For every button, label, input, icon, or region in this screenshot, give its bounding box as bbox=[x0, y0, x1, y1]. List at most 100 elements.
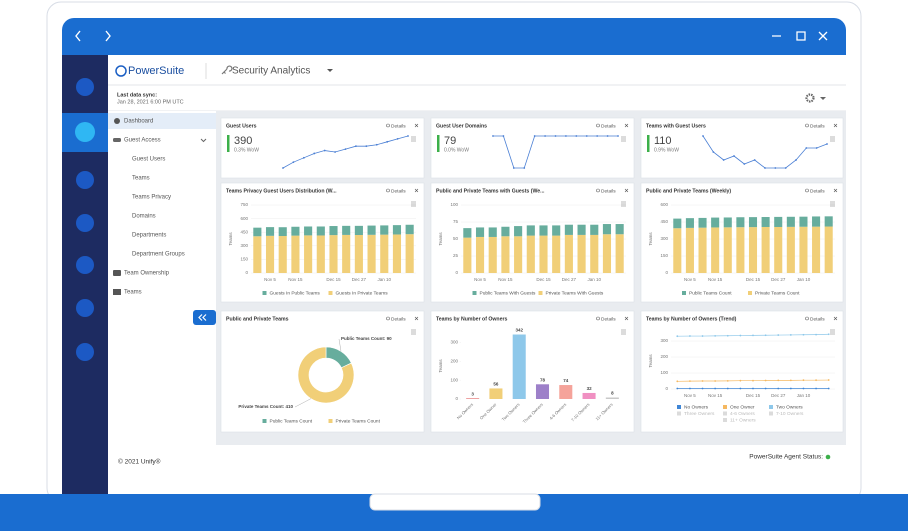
legend-label[interactable]: Public Teams Count bbox=[689, 290, 732, 296]
nav-item[interactable]: Guest Access bbox=[124, 138, 161, 144]
bar-segment bbox=[539, 235, 548, 273]
caret[interactable] bbox=[327, 69, 333, 72]
y-tick-label: 0 bbox=[455, 270, 458, 275]
chevron[interactable] bbox=[200, 138, 207, 143]
donut-slice bbox=[297, 346, 355, 404]
nav-subitem[interactable]: Teams Privacy bbox=[132, 195, 171, 201]
details-link[interactable]: Details bbox=[810, 188, 825, 194]
close-icon[interactable] bbox=[833, 123, 838, 128]
settings-icon[interactable] bbox=[805, 93, 815, 103]
details-link[interactable]: Details bbox=[601, 188, 616, 194]
data-label: 74 bbox=[563, 378, 569, 383]
legend-label[interactable]: Guests In Private Teams bbox=[336, 290, 389, 296]
sparkline-point bbox=[712, 151, 715, 153]
bar-segment bbox=[392, 234, 402, 273]
collapse-icon bbox=[198, 314, 207, 321]
menu-icon[interactable] bbox=[411, 136, 416, 142]
close-icon[interactable] bbox=[414, 188, 419, 193]
menu-icon[interactable] bbox=[411, 201, 416, 207]
nav-subitem[interactable]: Domains bbox=[132, 214, 156, 220]
y-tick-label: 300 bbox=[660, 338, 668, 343]
menu-icon[interactable] bbox=[621, 136, 626, 142]
legend-label[interactable]: No Owners bbox=[684, 404, 709, 410]
sidebar-icons[interactable] bbox=[76, 78, 94, 361]
details-link[interactable]: Details bbox=[810, 123, 825, 129]
details-link[interactable]: Details bbox=[391, 123, 406, 129]
line-point bbox=[676, 387, 679, 390]
legend-label[interactable]: Public Teams With Guests bbox=[480, 290, 536, 296]
details-link[interactable]: Details bbox=[601, 123, 616, 129]
close-icon[interactable] bbox=[833, 316, 838, 321]
nav-subitem[interactable]: Departments bbox=[132, 233, 166, 239]
collapse-button[interactable] bbox=[193, 310, 216, 325]
sparkline-point bbox=[805, 147, 808, 149]
legend-label[interactable]: 11+ Owners bbox=[730, 417, 756, 423]
menu-icon[interactable] bbox=[830, 201, 835, 207]
menu-icon[interactable] bbox=[621, 329, 626, 335]
nav-item[interactable]: Teams bbox=[124, 290, 142, 296]
bar-segment bbox=[711, 217, 720, 228]
close-icon[interactable] bbox=[833, 188, 838, 193]
nav-arrows[interactable] bbox=[75, 30, 111, 42]
legend-label[interactable]: Guests In Public Teams bbox=[270, 290, 321, 296]
y-tick-label: 450 bbox=[660, 219, 668, 224]
kpi-value: 390 bbox=[234, 135, 252, 147]
window-controls[interactable] bbox=[772, 31, 828, 41]
bar-segment bbox=[786, 216, 795, 227]
line-point bbox=[827, 333, 830, 336]
bar-segment bbox=[265, 227, 275, 236]
menu-icon[interactable] bbox=[830, 136, 835, 142]
line-point bbox=[802, 379, 805, 382]
legend-label[interactable]: 4-6 Owners bbox=[730, 411, 755, 417]
details-link[interactable]: Details bbox=[391, 188, 406, 194]
caret[interactable] bbox=[820, 97, 826, 100]
bar-segment bbox=[577, 234, 586, 273]
sparkline-point bbox=[733, 155, 735, 157]
legend-label[interactable]: Two Owners bbox=[776, 404, 803, 410]
bar-segment bbox=[329, 226, 338, 236]
menu-icon[interactable] bbox=[830, 329, 835, 335]
x-tick-label: Nov 5 bbox=[474, 277, 486, 282]
details-icon bbox=[386, 123, 390, 128]
menu-icon[interactable] bbox=[411, 329, 416, 335]
bar-segment bbox=[774, 226, 783, 273]
legend-label[interactable]: 7-10 Owners bbox=[776, 411, 804, 417]
bar-segment bbox=[316, 226, 325, 236]
section-title[interactable]: Security Analytics bbox=[232, 66, 310, 77]
close-icon[interactable] bbox=[624, 316, 629, 321]
nav-subitem[interactable]: Guest Users bbox=[132, 157, 165, 163]
sparkline-point bbox=[596, 135, 599, 137]
nav-item[interactable]: Dashboard bbox=[124, 119, 153, 125]
nav-item[interactable]: Team Ownership bbox=[124, 271, 170, 277]
legend-label[interactable]: Public Teams Count bbox=[270, 418, 313, 424]
line-point bbox=[777, 334, 780, 336]
details-link[interactable]: Details bbox=[601, 316, 616, 322]
bar-segment bbox=[824, 216, 833, 227]
data-label: 78 bbox=[540, 377, 546, 382]
close-icon[interactable] bbox=[414, 316, 419, 321]
nav-subitem[interactable]: Department Groups bbox=[132, 252, 185, 258]
sparkline-point bbox=[722, 159, 725, 161]
details-link[interactable]: Details bbox=[391, 316, 406, 322]
sidebar-icon-active[interactable] bbox=[75, 122, 95, 142]
details-link[interactable]: Details bbox=[810, 316, 825, 322]
legend-label[interactable]: One Owner bbox=[730, 404, 755, 410]
bar-segment bbox=[602, 234, 612, 273]
legend-label[interactable]: Private Teams Count bbox=[336, 418, 381, 424]
y-tick-label: 50 bbox=[453, 236, 459, 241]
bar-segment bbox=[615, 234, 624, 273]
close-icon[interactable] bbox=[624, 123, 629, 128]
leader-line bbox=[294, 398, 312, 408]
legend-label[interactable]: Private Teams With Guests bbox=[546, 290, 604, 296]
menu-icon[interactable] bbox=[621, 201, 626, 207]
sparkline-point bbox=[313, 152, 316, 155]
nav-subitem[interactable]: Teams bbox=[132, 176, 150, 182]
kpi-indicator bbox=[647, 135, 650, 152]
legend-label[interactable]: Private Teams Count bbox=[755, 290, 800, 296]
legend-label[interactable]: Three Owners bbox=[684, 411, 715, 417]
agent-status: PowerSuite Agent Status: bbox=[749, 454, 823, 461]
close-icon[interactable] bbox=[414, 123, 419, 128]
close-icon[interactable] bbox=[624, 188, 629, 193]
